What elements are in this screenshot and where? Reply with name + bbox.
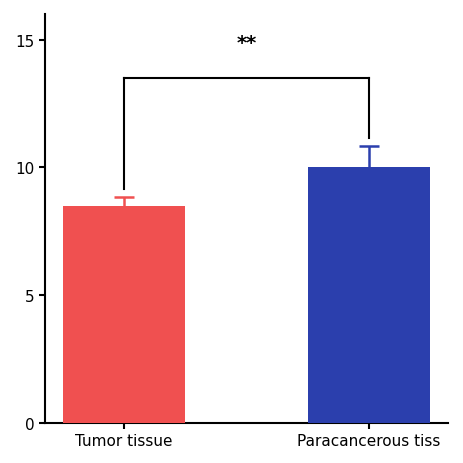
Bar (307, 168, 429, 423)
Text: **: ** (236, 34, 256, 53)
Bar (63, 206, 185, 423)
